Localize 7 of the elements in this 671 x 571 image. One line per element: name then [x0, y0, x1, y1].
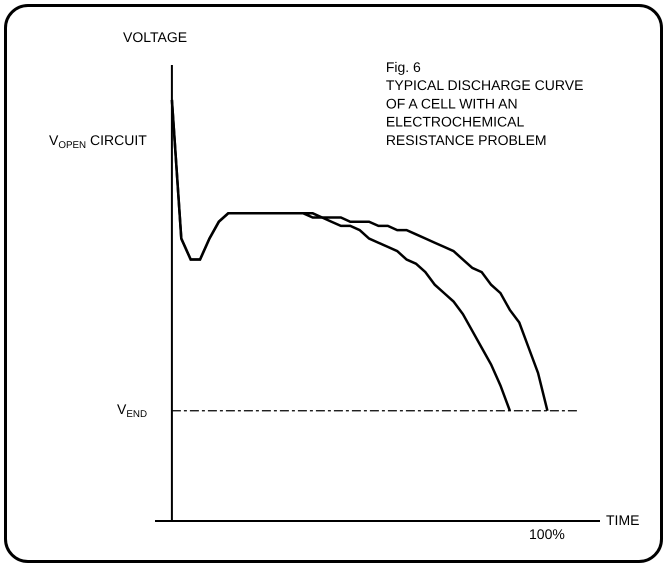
y-axis-title: VOLTAGE	[123, 29, 188, 45]
text: 100%	[529, 526, 565, 542]
text: V$_{OPEN}$ CIRCUIT	[49, 132, 148, 151]
x-axis-title: TIME	[606, 512, 640, 528]
chart-title: Fig. 6	[386, 59, 422, 75]
ref-line-label: V$_{END}$	[117, 401, 148, 420]
chart-subtitle: TYPICAL DISCHARGE CURVE OF A CELL WITH AN ELECTROCHEMICAL RESISTANCE PROBLEM	[386, 77, 584, 148]
